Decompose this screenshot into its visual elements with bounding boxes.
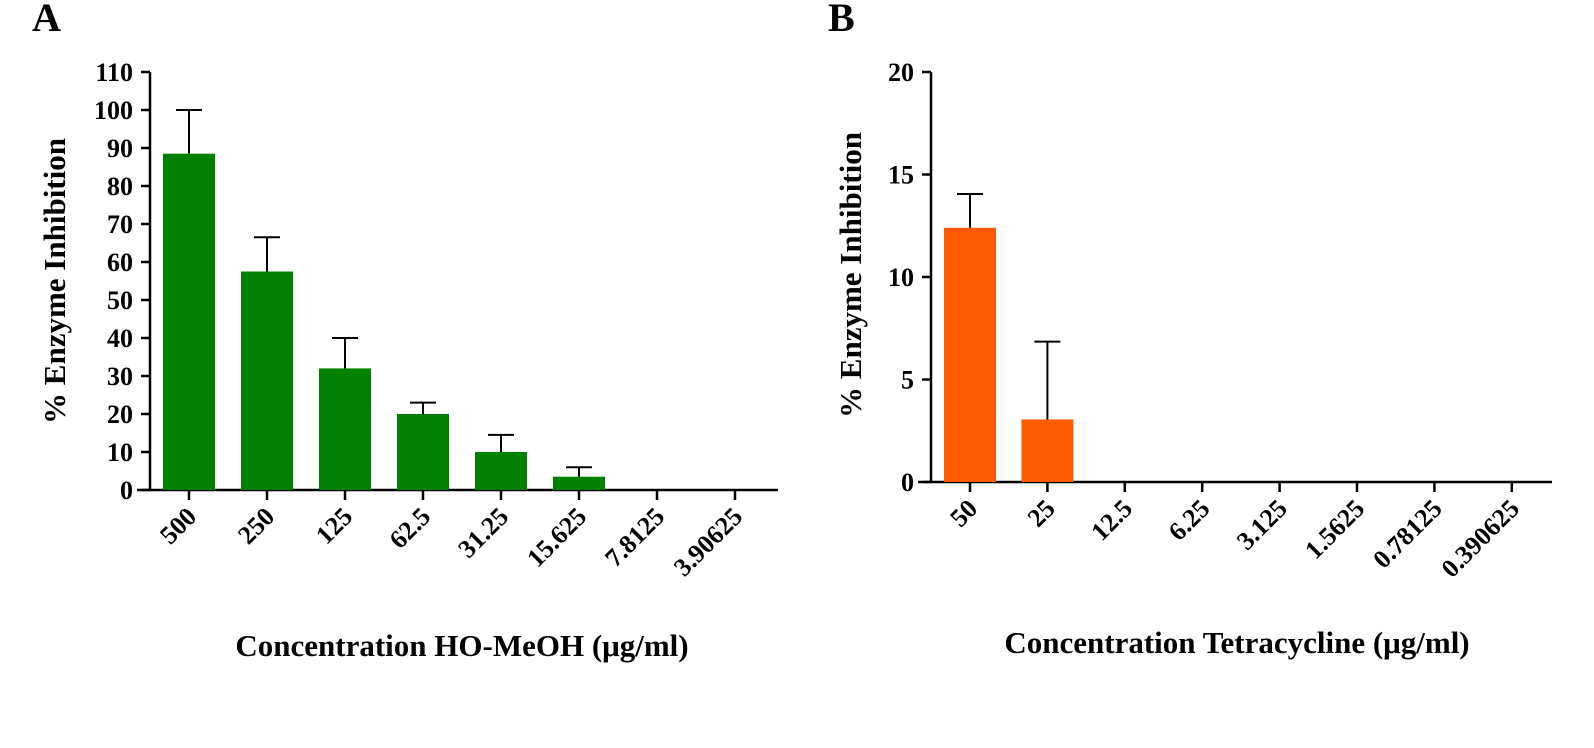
- x-tick-label: 25: [1022, 494, 1061, 533]
- y-tick: 40: [107, 324, 150, 353]
- x-tick-label: 0.390625: [1436, 494, 1525, 583]
- panel-b: B % Enzyme Inhibition Concentration Tetr…: [828, 0, 1552, 660]
- category: 125: [310, 337, 371, 550]
- x-tick-label: 6.25: [1163, 494, 1216, 547]
- y-tick: 80: [107, 172, 150, 201]
- y-tick: 50: [107, 286, 150, 315]
- y-tick: 110: [95, 58, 150, 87]
- x-tick-label: 3.90625: [668, 502, 748, 582]
- y-tick-label: 30: [107, 362, 133, 391]
- category: 0.390625: [1436, 482, 1525, 583]
- panel-a-categories: 500 250 125 62.5: [154, 109, 748, 582]
- y-tick-label: 60: [107, 248, 133, 277]
- y-tick: 20: [888, 58, 931, 87]
- bar: [319, 368, 371, 490]
- bar: [944, 227, 996, 482]
- x-tick-label: 3.125: [1231, 494, 1293, 556]
- panel-a-label: A: [32, 0, 61, 40]
- y-tick: 15: [888, 161, 931, 190]
- y-tick: 20: [107, 400, 150, 429]
- bar: [163, 153, 215, 490]
- category: 6.25: [1163, 482, 1216, 547]
- category: 3.90625: [668, 490, 748, 582]
- x-tick-label: 1.5625: [1299, 494, 1370, 565]
- y-tick-label: 10: [888, 263, 914, 292]
- panel-b-y-axis-title: % Enzyme Inhibition: [833, 132, 868, 418]
- category: 0.78125: [1367, 482, 1448, 574]
- y-tick: 10: [107, 438, 150, 467]
- x-tick-label: 12.5: [1085, 494, 1138, 547]
- category: 1.5625: [1299, 482, 1370, 565]
- category: 62.5: [384, 401, 449, 555]
- x-tick-label: 31.25: [452, 502, 514, 564]
- x-tick-label: 125: [310, 502, 358, 550]
- panel-b-label: B: [828, 0, 855, 40]
- y-tick-label: 0: [901, 468, 914, 497]
- y-tick-label: 0: [120, 476, 133, 505]
- y-tick-label: 5: [901, 366, 914, 395]
- y-tick-label: 110: [95, 58, 133, 87]
- bar: [1021, 419, 1074, 482]
- y-tick: 10: [888, 263, 931, 292]
- category: 7.8125: [599, 490, 670, 573]
- y-tick-label: 90: [107, 134, 133, 163]
- y-tick-label: 80: [107, 172, 133, 201]
- y-tick: 100: [94, 96, 150, 125]
- x-tick-label: 500: [154, 502, 202, 550]
- y-tick-label: 40: [107, 324, 133, 353]
- x-tick-label: 50: [944, 494, 983, 533]
- x-tick-label: 7.8125: [599, 502, 670, 573]
- y-tick-label: 70: [107, 210, 133, 239]
- y-tick: 70: [107, 210, 150, 239]
- category: 15.625: [521, 466, 605, 573]
- y-tick-label: 50: [107, 286, 133, 315]
- x-tick-label: 15.625: [521, 502, 592, 573]
- y-tick-label: 20: [888, 58, 914, 87]
- y-tick: 60: [107, 248, 150, 277]
- bar: [553, 476, 605, 490]
- panel-a-y-ticks: 0 10 20 30 40 50 60 70 80 90 100 110: [94, 58, 150, 505]
- bar: [241, 271, 293, 490]
- y-tick: 0: [901, 468, 931, 497]
- panel-b-x-axis-title: Concentration Tetracycline (μg/ml): [1004, 625, 1469, 660]
- category: 25: [1021, 340, 1074, 533]
- y-tick-label: 100: [94, 96, 133, 125]
- panel-a-x-axis-title: Concentration HO-MeOH (μg/ml): [235, 628, 688, 663]
- bar: [475, 452, 527, 490]
- panel-b-y-ticks: 0 5 10 15 20: [888, 58, 931, 497]
- x-tick-label: 250: [232, 502, 280, 550]
- category: 31.25: [452, 433, 527, 564]
- panel-a: A % Enzyme Inhibition Concentration HO-M…: [32, 0, 778, 663]
- y-tick: 90: [107, 134, 150, 163]
- category: 3.125: [1231, 482, 1293, 556]
- category: 250: [232, 236, 293, 550]
- y-tick-label: 10: [107, 438, 133, 467]
- y-tick: 30: [107, 362, 150, 391]
- y-tick-label: 15: [888, 161, 914, 190]
- category: 50: [944, 192, 996, 533]
- x-tick-label: 62.5: [384, 502, 437, 555]
- bar: [397, 414, 449, 490]
- y-tick: 0: [120, 476, 150, 505]
- y-tick: 5: [901, 366, 931, 395]
- panel-b-categories: 50 25 12.5 6.25: [944, 192, 1525, 583]
- category: 500: [154, 109, 215, 550]
- panel-a-y-axis-title: % Enzyme Inhibition: [37, 138, 72, 424]
- category: 12.5: [1085, 482, 1138, 546]
- y-tick-label: 20: [107, 400, 133, 429]
